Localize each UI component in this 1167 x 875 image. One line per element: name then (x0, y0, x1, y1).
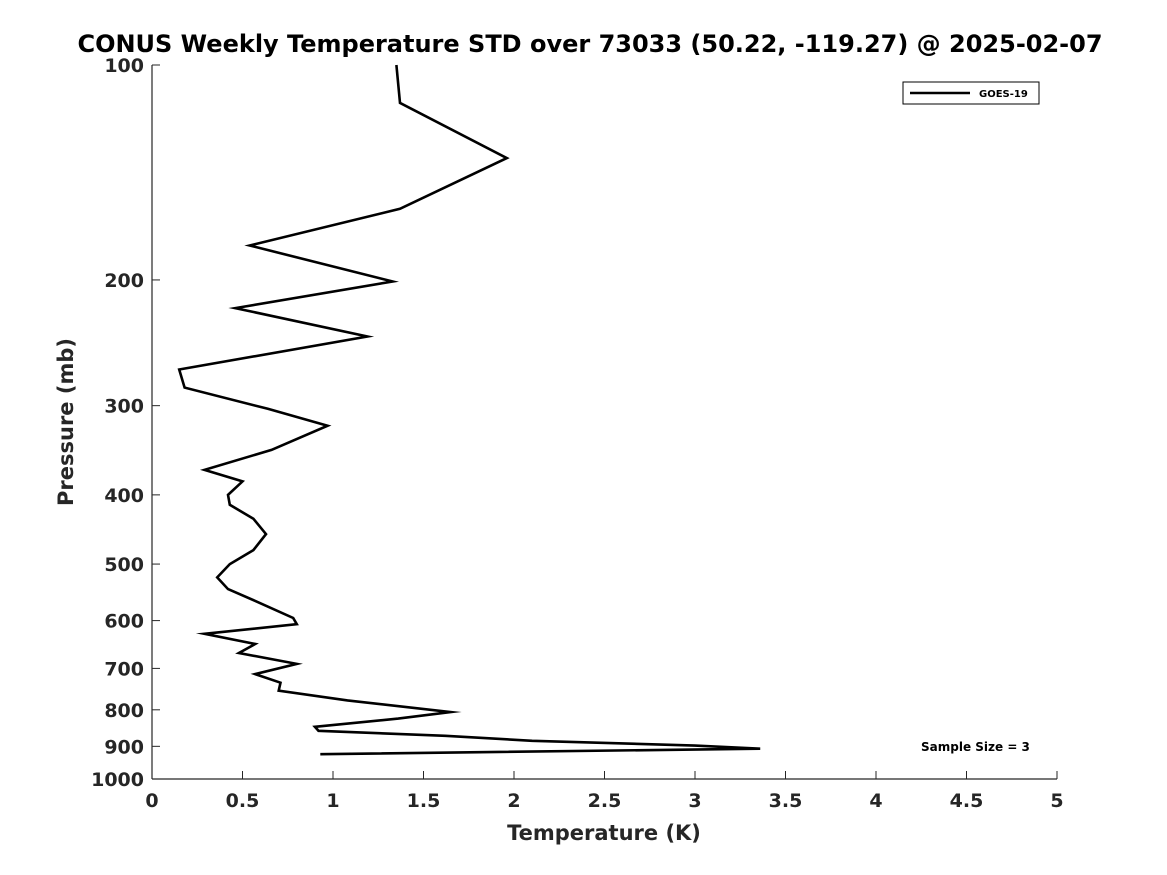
y-axis-label: Pressure (mb) (54, 338, 78, 506)
x-tick-label: 0 (145, 790, 158, 812)
x-tick-label: 3.5 (769, 790, 803, 812)
x-tick-label: 5 (1050, 790, 1063, 812)
x-ticks: 0 0.5 1 1.5 2 2.5 3 3.5 4 4.5 5 (145, 771, 1064, 812)
y-tick-label: 1000 (91, 769, 144, 791)
y-tick-label: 600 (104, 611, 144, 633)
series-line-goes-19 (177, 64, 761, 756)
y-tick-label: 700 (104, 658, 144, 680)
y-tick-label: 800 (104, 700, 144, 722)
chart-title: CONUS Weekly Temperature STD over 73033 … (77, 30, 1102, 58)
y-tick-label: 100 (104, 55, 144, 77)
x-tick-label: 1 (326, 790, 339, 812)
y-tick-label: 900 (104, 736, 144, 758)
legend-label: GOES-19 (979, 89, 1028, 100)
series-group (177, 64, 761, 756)
y-tick-label: 500 (104, 554, 144, 576)
x-tick-label: 4 (869, 790, 882, 812)
y-tick-label: 200 (104, 270, 144, 292)
y-ticks: 100 200 300 400 500 600 700 800 900 1000 (91, 55, 160, 791)
x-tick-label: 3 (688, 790, 701, 812)
x-tick-label: 1.5 (407, 790, 441, 812)
y-tick-label: 400 (104, 485, 144, 507)
legend-box (902, 81, 1040, 105)
x-tick-label: 0.5 (226, 790, 260, 812)
x-axis-label: Temperature (K) (507, 821, 701, 845)
x-tick-label: 4.5 (950, 790, 984, 812)
y-tick-label: 300 (104, 396, 144, 418)
x-tick-label: 2 (507, 790, 520, 812)
plot-area (151, 65, 1057, 780)
x-tick-label: 2.5 (588, 790, 622, 812)
legend: GOES-19 (902, 81, 1040, 105)
sample-size-annotation: Sample Size = 3 (921, 740, 1030, 754)
